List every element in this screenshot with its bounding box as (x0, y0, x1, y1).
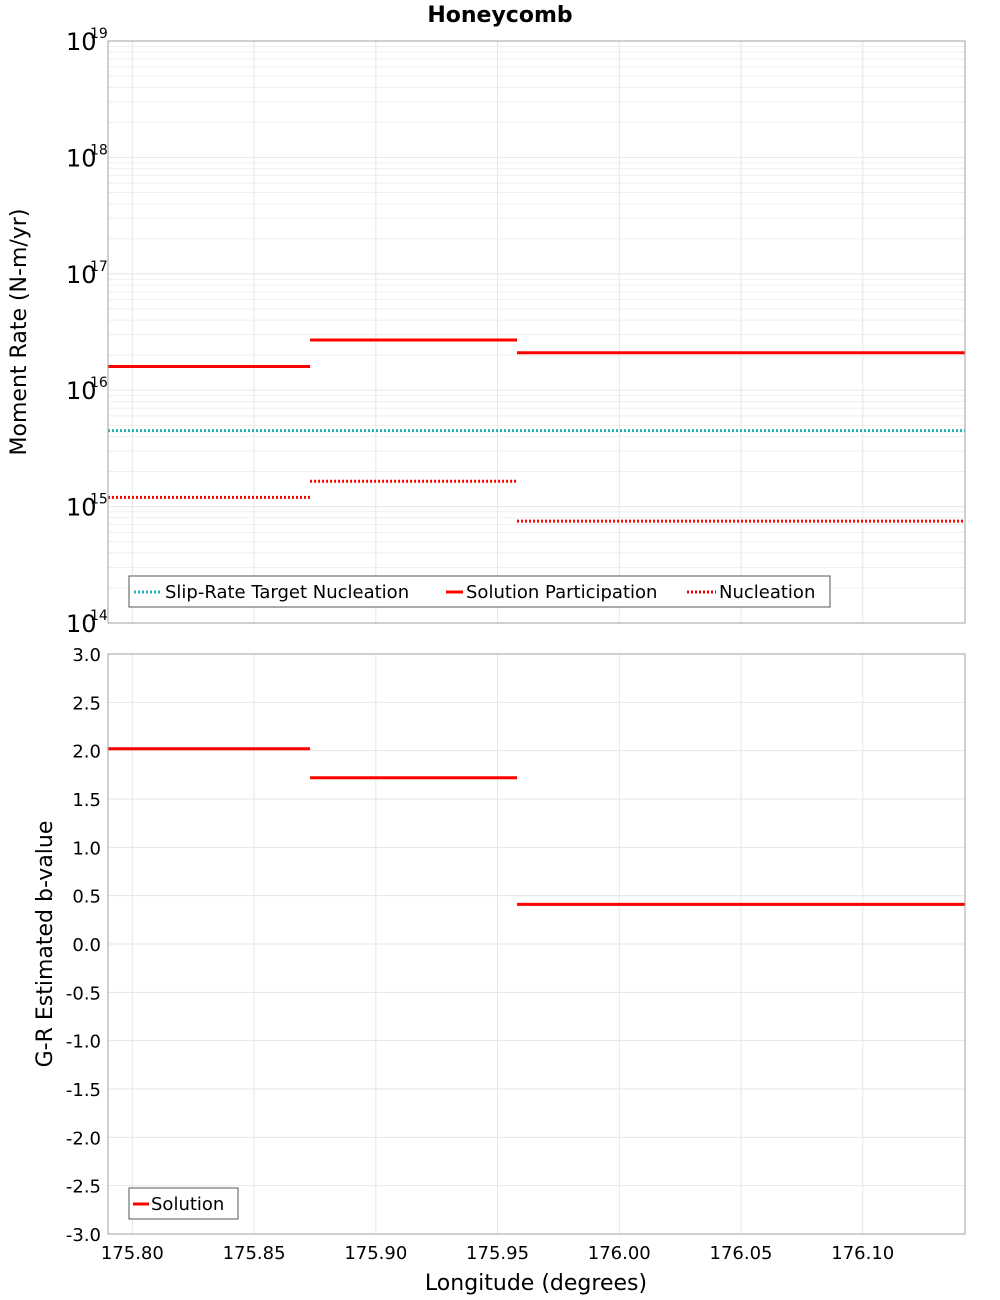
bottom-y-tick-label: -2.5 (66, 1177, 101, 1198)
bottom-y-tick-label: 1.0 (72, 838, 101, 859)
x-tick-label: 176.00 (588, 1243, 651, 1264)
top-y-tick-exponent: 15 (90, 492, 108, 508)
x-ticks: 175.80 175.85 175.90 175.95 176.00 176.05 176.… (101, 1243, 894, 1264)
top-y-tick-base: 10 (66, 28, 97, 56)
top-gridlines (108, 40, 965, 624)
top-legend: Slip-Rate Target Nucleation Solution Par… (128, 575, 831, 608)
bottom-y-tick-label: 3.0 (72, 645, 101, 666)
bottom-panel: 3.0 2.5 2.0 1.5 1.0 0.5 0.0 -0.5 -1.0 -1.5 -2.0 -2.… (33, 645, 966, 1296)
legend-label-solution: Solution (151, 1194, 224, 1215)
top-y-tick-exponent: 16 (90, 375, 108, 391)
x-axis-label: Longitude (degrees) (425, 1271, 647, 1296)
bottom-y-tick-label: 1.5 (72, 790, 101, 811)
x-tick-label: 175.85 (223, 1243, 286, 1264)
bottom-y-tick-label: -1.5 (66, 1080, 101, 1101)
bottom-y-tick-label: -2.0 (66, 1128, 101, 1149)
bottom-y-tick-label: 2.5 (72, 693, 101, 714)
top-y-tick-exponent: 18 (90, 142, 108, 158)
bottom-y-ticks: 3.0 2.5 2.0 1.5 1.0 0.5 0.0 -0.5 -1.0 -1.5 -2.0 -2.… (66, 645, 101, 1246)
legend-label-solution-participation: Solution Participation (466, 582, 657, 603)
top-y-axis-label: Moment Rate (N-m/yr) (7, 209, 32, 456)
legend-label-slip-rate-target: Slip-Rate Target Nucleation (165, 582, 409, 603)
top-y-tick-base: 10 (66, 144, 97, 172)
top-y-tick-exponent: 17 (90, 259, 108, 275)
bottom-y-tick-label: -3.0 (66, 1225, 101, 1246)
bottom-series (108, 747, 965, 906)
top-legend-box (128, 575, 831, 608)
chart-title: Honeycomb (427, 3, 572, 28)
top-y-tick-exponent: 19 (90, 26, 108, 42)
x-tick-label: 175.80 (101, 1243, 164, 1264)
x-tick-label: 175.95 (466, 1243, 529, 1264)
top-plot-area (108, 41, 965, 623)
top-y-tick-base: 10 (66, 261, 97, 289)
bottom-legend: Solution (128, 1187, 239, 1220)
bottom-y-tick-label: -1.0 (66, 1032, 101, 1053)
bottom-y-tick-label: -0.5 (66, 983, 101, 1004)
top-y-tick-base: 10 (66, 494, 97, 522)
top-y-tick-base: 10 (66, 610, 97, 638)
bottom-y-tick-label: 0.0 (72, 935, 101, 956)
top-y-tick-exponent: 14 (90, 608, 108, 624)
top-series (108, 338, 965, 523)
top-plot-frame (107, 40, 966, 624)
bottom-y-tick-label: 2.0 (72, 742, 101, 763)
bottom-y-tick-label: 0.5 (72, 887, 101, 908)
legend-label-nucleation: Nucleation (719, 582, 815, 603)
x-tick-label: 176.05 (710, 1243, 773, 1264)
x-tick-label: 175.90 (344, 1243, 407, 1264)
top-y-tick-base: 10 (66, 377, 97, 405)
x-tick-label: 176.10 (831, 1243, 894, 1264)
bottom-plot-frame (107, 653, 966, 1235)
bottom-y-axis-label: G-R Estimated b-value (33, 821, 58, 1068)
